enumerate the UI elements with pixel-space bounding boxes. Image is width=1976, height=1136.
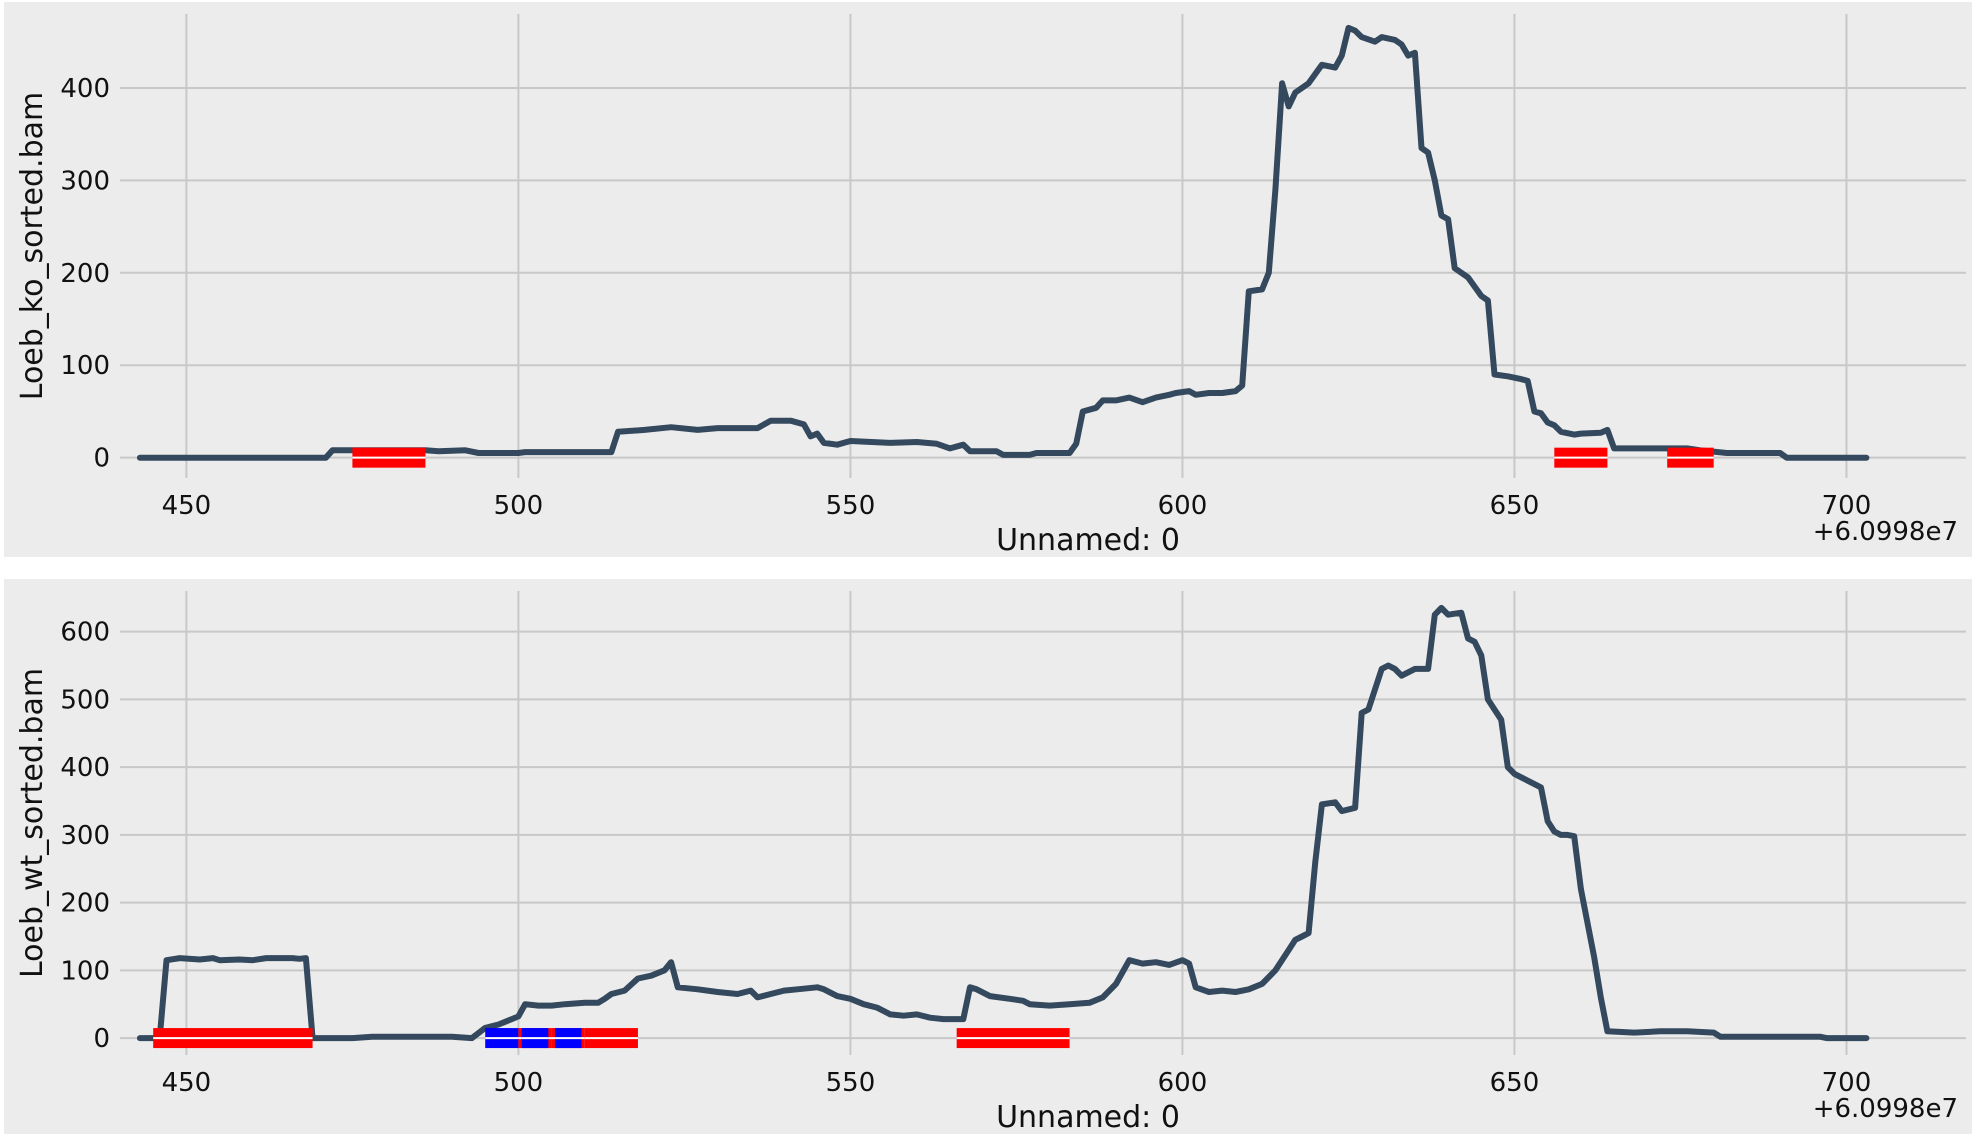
x-offset-label: +6.0998e7 bbox=[1813, 1094, 1958, 1124]
y-axis-label: Loeb_wt_sorted.bam bbox=[15, 668, 50, 978]
y-tick-label: 300 bbox=[60, 821, 110, 851]
x-tick-label: 500 bbox=[494, 1068, 544, 1098]
coverage-chart-wt: 450 500 550 600 650 7000100200300400500600Unn… bbox=[4, 579, 1972, 1135]
y-tick-label: 200 bbox=[60, 259, 110, 289]
x-tick-label: 700 bbox=[1822, 491, 1872, 521]
x-tick-label: 650 bbox=[1490, 1068, 1540, 1098]
coverage-chart-ko: 450 500 550 600 650 700 0 100 200 300 400 Unnamed: … bbox=[4, 2, 1972, 558]
figure-background bbox=[4, 579, 1972, 1134]
coverage-line bbox=[136, 24, 1870, 461]
x-tick-label: 600 bbox=[1158, 1068, 1208, 1098]
x-tick-label: 550 bbox=[826, 1068, 876, 1098]
y-tick-label: 0 bbox=[93, 1024, 110, 1054]
y-tick-label: 600 bbox=[60, 618, 110, 648]
figure-background bbox=[4, 2, 1972, 557]
y-tick-label: 200 bbox=[60, 889, 110, 919]
y-tick-label: 100 bbox=[60, 351, 110, 381]
x-tick-label: 550 bbox=[826, 491, 876, 521]
y-axis-label: Loeb_ko_sorted.bam bbox=[15, 92, 50, 400]
x-axis-label: Unnamed: 0 bbox=[996, 523, 1180, 558]
y-tick-label: 500 bbox=[60, 685, 110, 715]
x-tick-label: 600 bbox=[1158, 491, 1208, 521]
x-tick-label: 450 bbox=[162, 491, 212, 521]
y-tick-label: 400 bbox=[60, 753, 110, 783]
x-tick-label: 500 bbox=[494, 491, 544, 521]
x-tick-label: 450 bbox=[162, 1068, 212, 1098]
x-offset-label: +6.0998e7 bbox=[1813, 517, 1958, 547]
x-tick-label: 650 bbox=[1490, 491, 1540, 521]
x-axis-label: Unnamed: 0 bbox=[996, 1100, 1180, 1135]
coverage-line bbox=[136, 604, 1870, 1042]
x-tick-label: 700 bbox=[1822, 1068, 1872, 1098]
y-tick-label: 100 bbox=[60, 956, 110, 986]
y-tick-label: 300 bbox=[60, 166, 110, 196]
y-tick-label: 400 bbox=[60, 74, 110, 104]
y-tick-label: 0 bbox=[93, 444, 110, 474]
